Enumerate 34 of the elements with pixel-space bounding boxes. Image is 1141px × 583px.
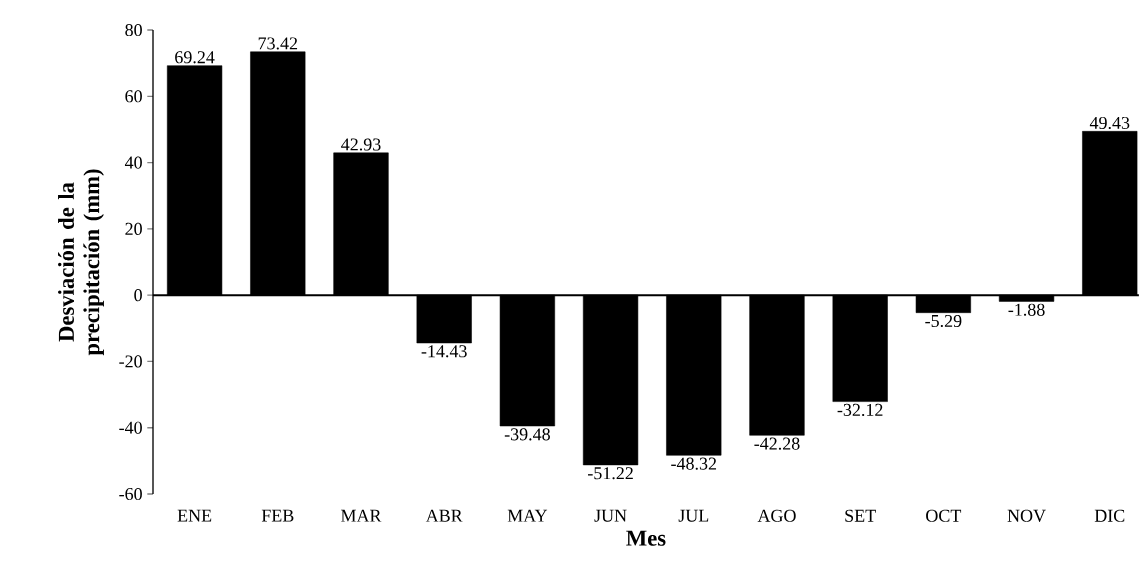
x-tick-label: DIC: [1094, 509, 1125, 522]
data-label: -48.32: [671, 457, 717, 470]
x-tick-label: AGO: [757, 509, 796, 522]
x-tick-label: JUN: [594, 509, 627, 522]
data-label: 69.24: [175, 51, 215, 64]
x-tick-label: JUL: [678, 509, 709, 522]
x-tick-label: NOV: [1007, 509, 1046, 522]
x-tick-label: MAY: [507, 509, 548, 522]
x-tick-label: FEB: [261, 509, 294, 522]
x-tick-label: MAR: [341, 509, 382, 522]
y-tick-label: -40: [119, 421, 142, 434]
data-label: -1.88: [1008, 303, 1045, 316]
data-label: 73.42: [258, 37, 298, 50]
x-axis-title: Mes: [626, 530, 666, 546]
data-label: -5.29: [925, 314, 962, 328]
data-label: -42.28: [754, 437, 800, 450]
x-tick-label: ABR: [425, 509, 463, 522]
y-tick-label: 40: [124, 156, 142, 169]
y-axis-title: Desviación de la precipitación (mm): [58, 169, 104, 356]
x-tick-label: SET: [845, 509, 876, 522]
y-tick-label: 60: [125, 90, 142, 103]
y-tick-label: 80: [125, 23, 142, 37]
data-label: -32.12: [837, 403, 883, 417]
y-tick-label: 0: [134, 289, 142, 302]
data-label: -51.22: [588, 467, 633, 480]
y-tick-label: -20: [119, 355, 142, 368]
x-tick-label: ENE: [177, 509, 212, 522]
data-label: -39.48: [504, 428, 550, 441]
x-tick-label: OCT: [926, 509, 962, 522]
y-tick-label: -60: [119, 487, 142, 501]
data-label: 49.43: [1089, 116, 1130, 130]
y-tick-label: 20: [125, 222, 142, 235]
data-label: -14.43: [421, 345, 467, 358]
data-label: 42.93: [341, 138, 381, 151]
